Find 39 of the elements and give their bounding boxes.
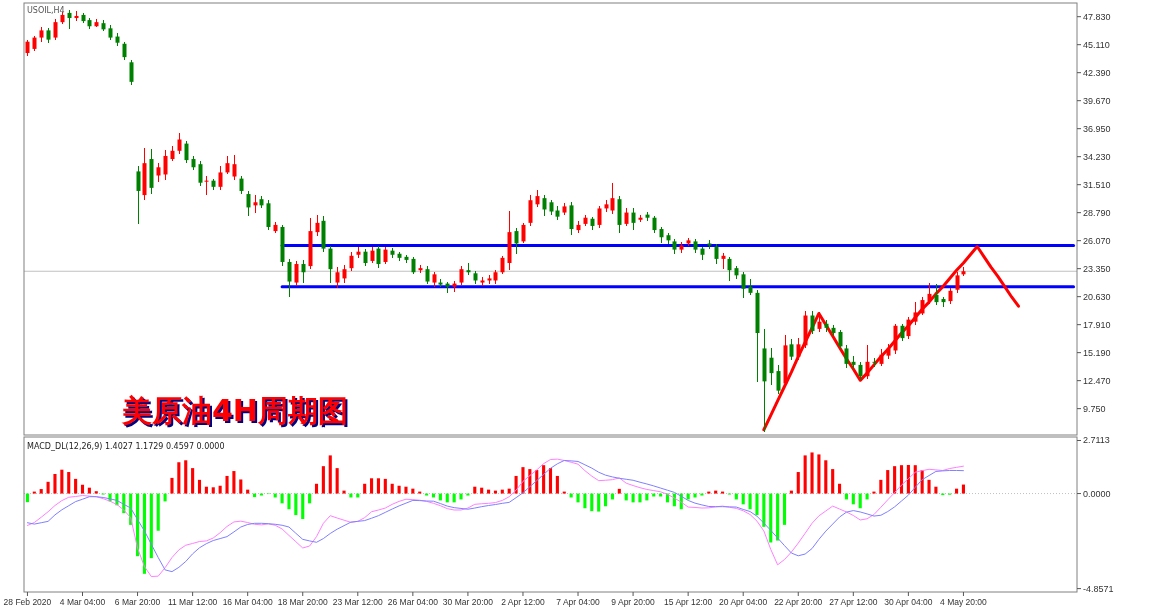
y-tick-label: 12.470: [1083, 375, 1111, 386]
x-tick-label: 22 Apr 20:00: [774, 597, 823, 607]
text: MACD_DL(12,26,9) 1.4027 1.1729 0.4597 0.0000: [27, 441, 225, 451]
x-tick-label: 11 Mar 12:00: [167, 597, 218, 607]
y-tick-label: 0.0000: [1083, 488, 1111, 499]
chart-subtitle: USOIL,H4: [27, 5, 65, 15]
y-tick-label: 45.110: [1083, 39, 1110, 50]
x-tick-label: 23 Mar 12:00: [332, 597, 384, 607]
x-tick-label: 16 Mar 04:00: [222, 597, 273, 607]
y-tick-label: 2.7113: [1083, 435, 1110, 446]
y-tick-label: 26.070: [1083, 235, 1111, 246]
text: 美原油4H周期图: [121, 393, 348, 428]
x-tick-label: 4 May 20:00: [940, 597, 988, 607]
y-tick-label: 34.230: [1083, 151, 1111, 162]
x-tick-label: 6 Mar 20:00: [114, 597, 161, 607]
x-tick-label: 27 Apr 12:00: [829, 597, 878, 607]
y-tick-label: 42.390: [1083, 67, 1111, 78]
y-tick-label: 9.750: [1083, 403, 1106, 414]
x-tick-label: 2 Apr 12:00: [501, 597, 545, 607]
y-tick-label: 28.790: [1083, 207, 1111, 218]
x-tick-label: 28 Feb 2020: [3, 597, 52, 607]
x-tick-label: 26 Mar 04:00: [387, 597, 439, 607]
y-tick-label: 15.190: [1083, 347, 1111, 358]
y-tick-label: 39.670: [1083, 95, 1111, 106]
x-tick-label: 18 Mar 20:00: [277, 597, 329, 607]
x-tick-label: 15 Apr 12:00: [664, 597, 713, 607]
x-tick-label: 9 Apr 20:00: [611, 597, 656, 607]
x-tick-label: 4 Mar 04:00: [59, 597, 106, 607]
y-tick-label: 23.350: [1083, 263, 1111, 274]
x-tick-label: 20 Apr 04:00: [719, 597, 768, 607]
x-tick-label: 30 Mar 20:00: [442, 597, 494, 607]
x-tick-label: 30 Apr 04:00: [884, 597, 933, 607]
y-tick-label: 31.510: [1083, 179, 1111, 190]
y-tick-label: 20.630: [1083, 291, 1111, 302]
y-tick-label: 36.950: [1083, 123, 1111, 134]
y-tick-label: 17.910: [1083, 319, 1111, 330]
y-tick-label: -4.8571: [1083, 583, 1114, 594]
y-tick-label: 47.830: [1083, 11, 1111, 22]
x-tick-label: 7 Apr 04:00: [556, 597, 601, 607]
